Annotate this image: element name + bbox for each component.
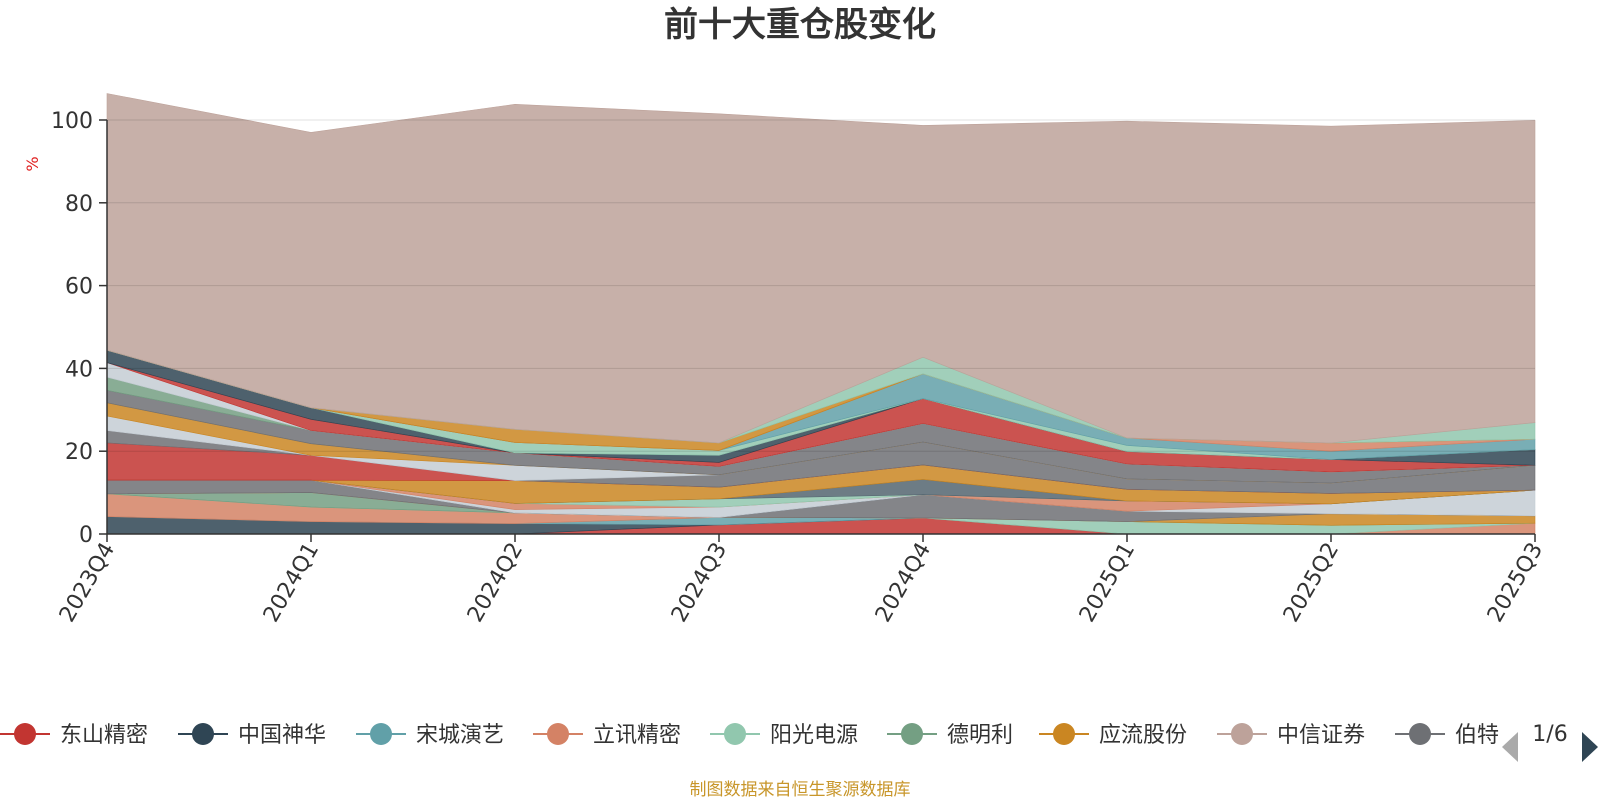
- legend-dot-icon: [547, 723, 569, 745]
- legend-item-3[interactable]: 立讯精密: [533, 723, 681, 748]
- legend-item-8[interactable]: 伯特: [1395, 723, 1499, 748]
- y-tick-label-5: 100: [51, 109, 93, 134]
- legend-label: 立讯精密: [593, 723, 681, 748]
- x-tick-label-1: 2024Q1: [259, 539, 324, 627]
- chart-title: 前十大重仓股变化: [664, 5, 936, 45]
- legend-item-6[interactable]: 应流股份: [1039, 723, 1187, 748]
- x-tick-label-6: 2025Q2: [1279, 539, 1344, 627]
- source-note: 制图数据来自恒生聚源数据库: [690, 780, 911, 800]
- y-tick-label-4: 80: [65, 192, 93, 217]
- legend-page-label: 1/6: [1532, 722, 1567, 747]
- y-tick-label-3: 60: [65, 275, 93, 300]
- legend-label: 宋城演艺: [416, 723, 504, 748]
- legend-label: 东山精密: [60, 723, 148, 748]
- y-tick-label-1: 20: [65, 440, 93, 465]
- x-tick-label-7: 2025Q3: [1483, 539, 1548, 627]
- x-tick-label-3: 2024Q3: [667, 539, 732, 627]
- series-areas: [106, 93, 1536, 535]
- legend-dot-icon: [1409, 723, 1431, 745]
- legend-dot-icon: [192, 723, 214, 745]
- legend-dot-icon: [370, 723, 392, 745]
- legend-label: 阳光电源: [770, 723, 858, 748]
- grid-lines: [107, 119, 1535, 452]
- legend-dot-icon: [14, 723, 36, 745]
- x-tick-label-5: 2025Q1: [1075, 539, 1140, 627]
- legend-label: 中国神华: [238, 723, 326, 748]
- x-tick-label-4: 2024Q4: [871, 539, 936, 627]
- legend-next-icon[interactable]: [1582, 732, 1598, 762]
- y-tick-label-0: 0: [79, 523, 93, 548]
- legend-pager: 1/6: [1502, 722, 1598, 762]
- legend: 东山精密 中国神华 宋城演艺 立讯精密 阳光电源 德明利 应流股份 中信证券 伯特: [0, 723, 1499, 748]
- y-axis-unit: %: [23, 156, 42, 171]
- legend-item-0[interactable]: 东山精密: [0, 723, 148, 748]
- area-series-29: [106, 93, 1536, 444]
- y-tick-label-2: 40: [65, 357, 93, 382]
- legend-dot-icon: [1231, 723, 1253, 745]
- legend-label: 伯特: [1455, 723, 1499, 748]
- legend-dot-icon: [1053, 723, 1075, 745]
- x-tick-label-2: 2024Q2: [463, 539, 528, 627]
- legend-label: 德明利: [947, 723, 1013, 748]
- legend-item-4[interactable]: 阳光电源: [710, 723, 858, 748]
- legend-item-1[interactable]: 中国神华: [178, 723, 326, 748]
- legend-item-5[interactable]: 德明利: [887, 723, 1013, 748]
- legend-item-7[interactable]: 中信证券: [1217, 723, 1365, 748]
- legend-dot-icon: [901, 723, 923, 745]
- legend-label: 中信证券: [1277, 723, 1365, 748]
- legend-prev-icon[interactable]: [1502, 732, 1518, 762]
- x-tick-label-0: 2023Q4: [55, 539, 120, 627]
- legend-label: 应流股份: [1099, 723, 1187, 748]
- legend-item-2[interactable]: 宋城演艺: [356, 723, 504, 748]
- legend-dot-icon: [724, 723, 746, 745]
